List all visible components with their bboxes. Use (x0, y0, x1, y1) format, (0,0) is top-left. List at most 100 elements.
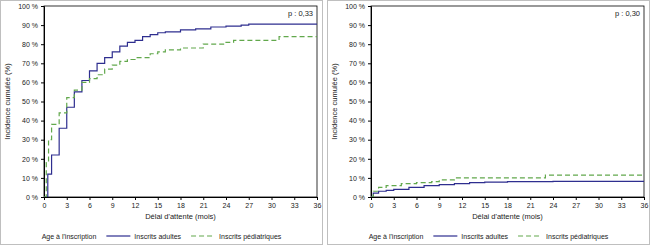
tick-label: 50 % (22, 98, 38, 105)
tick-label: 3 (65, 202, 69, 209)
tick: 30 % (349, 136, 371, 143)
panel-border (328, 1, 650, 245)
tick-label: 40 % (349, 117, 365, 124)
series-line (371, 181, 644, 197)
series-group (371, 175, 644, 197)
tick-label: 30 (595, 202, 603, 209)
tick-label: 20 % (22, 156, 38, 163)
tick-mark (41, 197, 44, 198)
tick-label: 15 (481, 202, 489, 209)
legend-label: Inscrits pédiatriques (219, 233, 282, 241)
tick-mark (41, 159, 44, 160)
tick: 30 (268, 197, 276, 209)
tick-mark (41, 102, 44, 103)
legend-swatch (518, 235, 542, 236)
tick: 15 (481, 197, 489, 209)
tick: 70 % (22, 60, 44, 67)
tick: 33 (291, 197, 299, 209)
tick-mark (272, 197, 273, 200)
tick-label: 21 (200, 202, 208, 209)
tick-mark (67, 197, 68, 200)
y-axis: 0 %10 %20 %30 %40 %50 %60 %70 %80 %90 %1… (18, 3, 44, 201)
tick-mark (41, 63, 44, 64)
tick: 27 (245, 197, 253, 209)
legend-label: Inscrits adultes (461, 233, 508, 240)
legend: Age à l'inscriptionInscrits adultesInscr… (42, 233, 282, 241)
y-axis-title: Incidence cumulée (%) (330, 63, 339, 140)
tick-mark (462, 197, 463, 200)
tick: 100 % (18, 3, 44, 10)
series-line (371, 175, 644, 197)
tick-mark (181, 197, 182, 200)
tick-mark (317, 197, 318, 200)
tick-label: 100 % (18, 3, 38, 10)
plot: 03691215182124273033360 %10 %20 %30 %40 … (18, 3, 321, 209)
tick: 90 % (22, 22, 44, 29)
tick: 18 (177, 197, 185, 209)
tick-mark (394, 197, 395, 200)
tick: 21 (527, 197, 535, 209)
tick-label: 36 (314, 202, 322, 209)
tick-mark (294, 197, 295, 200)
tick: 20 % (22, 156, 44, 163)
tick-label: 33 (618, 202, 626, 209)
tick-mark (508, 197, 509, 200)
tick: 30 % (22, 136, 44, 143)
tick-label: 80 % (22, 41, 38, 48)
legend-title: Age à l'inscription (42, 233, 97, 241)
tick-label: 12 (132, 202, 140, 209)
tick-mark (203, 197, 204, 200)
tick: 27 (572, 197, 580, 209)
tick-label: 40 % (22, 117, 38, 124)
tick: 3 (65, 197, 69, 209)
tick-mark (368, 102, 371, 103)
tick-label: 70 % (349, 60, 365, 67)
tick-label: 18 (177, 202, 185, 209)
tick-label: 21 (527, 202, 535, 209)
tick-mark (112, 197, 113, 200)
tick-mark (90, 197, 91, 200)
tick-label: 24 (223, 202, 231, 209)
tick-mark (249, 197, 250, 200)
series-line (44, 24, 317, 197)
y-axis-title: Incidence cumulée (%) (3, 63, 12, 140)
tick-mark (576, 197, 577, 200)
tick: 0 % (353, 194, 371, 201)
tick: 10 % (22, 175, 44, 182)
tick-label: 18 (504, 202, 512, 209)
tick-label: 27 (572, 202, 580, 209)
tick: 3 (392, 197, 396, 209)
legend: Age à l'inscriptionInscrits adultesInscr… (369, 233, 609, 241)
tick: 50 % (22, 98, 44, 105)
tick-label: 27 (245, 202, 253, 209)
tick: 9 (438, 197, 442, 209)
tick-mark (621, 197, 622, 200)
tick-label: 30 (268, 202, 276, 209)
tick-mark (368, 63, 371, 64)
tick: 12 (459, 197, 467, 209)
panel: 03691215182124273033360 %10 %20 %30 %40 … (1, 1, 323, 245)
legend-label: Inscrits pédiatriques (546, 233, 609, 241)
tick-label: 24 (550, 202, 558, 209)
tick-mark (368, 159, 371, 160)
axis-line (41, 7, 45, 198)
tick: 36 (641, 197, 649, 209)
tick: 40 % (349, 117, 371, 124)
tick: 6 (415, 197, 419, 209)
tick-label: 6 (415, 202, 419, 209)
tick-mark (530, 197, 531, 200)
legend-swatch (106, 235, 130, 236)
tick: 30 (595, 197, 603, 209)
tick-label: 90 % (22, 22, 38, 29)
tick-label: 3 (392, 202, 396, 209)
tick-label: 9 (111, 202, 115, 209)
series-group (44, 24, 317, 197)
tick-mark (368, 6, 371, 7)
legend-swatch (433, 235, 457, 236)
plot-frame (371, 6, 644, 197)
tick-label: 60 % (22, 79, 38, 86)
plot: 03691215182124273033360 %10 %20 %30 %40 … (345, 3, 648, 209)
tick-label: 33 (291, 202, 299, 209)
tick-mark (439, 197, 440, 200)
x-axis: 0369121518212427303336 (43, 197, 322, 209)
